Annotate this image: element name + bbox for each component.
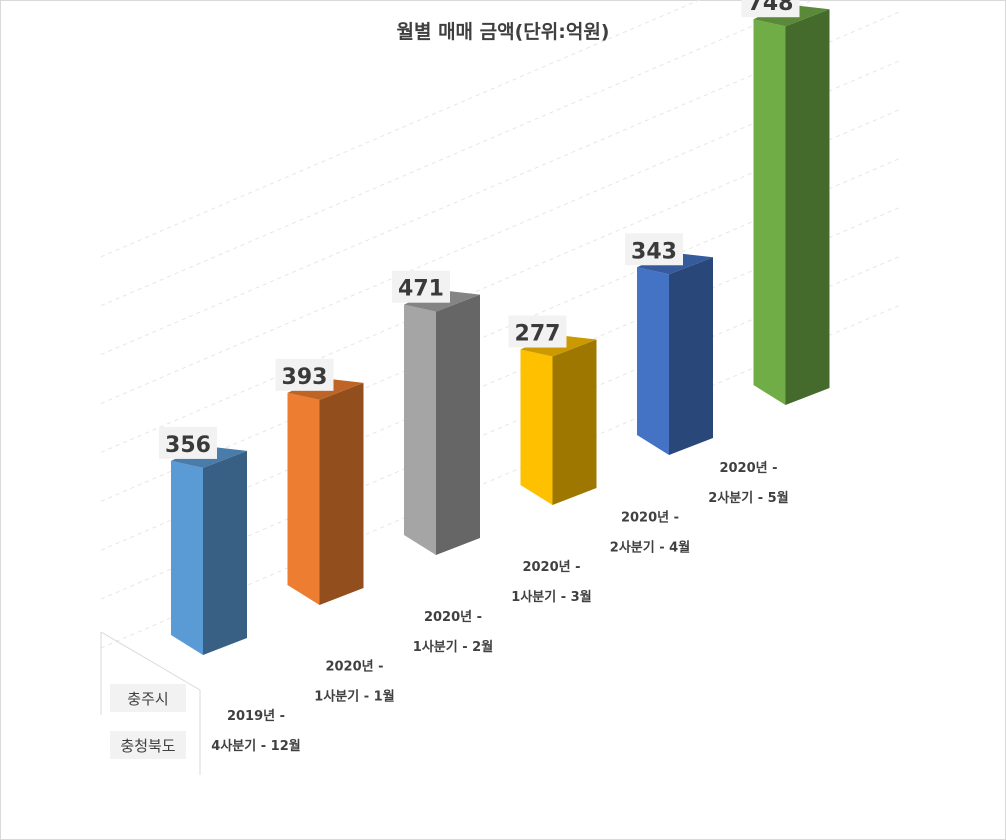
series-label-bg [110, 684, 186, 712]
gridline [100, 60, 901, 404]
category-label: 1사분기 - 2월 [413, 639, 493, 655]
series-label: 충주시 [127, 690, 168, 708]
category-label: 2020년 - [719, 461, 777, 476]
bar-front-face [520, 349, 553, 505]
gridline [100, 109, 901, 453]
gridline [100, 11, 901, 356]
value-label: 277 [515, 322, 561, 347]
bar-front-face [287, 392, 320, 605]
category-label: 2019년 - [227, 709, 285, 724]
series-label-bg [110, 731, 186, 759]
bar-5 [753, 4, 830, 406]
value-label-bg [508, 315, 567, 348]
bar-front-face [753, 19, 786, 406]
bar-2 [404, 289, 480, 555]
floor-edge [100, 631, 201, 691]
bar-1 [287, 377, 364, 605]
bar-3 [520, 334, 597, 505]
bar-side-face [203, 450, 247, 655]
category-label: 2사분기 - 4월 [610, 540, 690, 556]
value-label-bg [159, 426, 217, 459]
value-label: 393 [282, 365, 328, 390]
bar-front-face [171, 460, 203, 655]
bar-front-face [637, 267, 669, 455]
value-labels: 356 393 471 277 343 748 [159, 0, 800, 459]
bar-4 [637, 252, 713, 455]
category-label: 2사분기 - 5월 [708, 490, 788, 506]
series-label: 충청북도 [120, 737, 175, 755]
value-label: 343 [631, 239, 677, 264]
category-label: 4사분기 - 12월 [211, 738, 300, 754]
bar-side-face [669, 257, 713, 455]
bar-0 [171, 445, 247, 655]
bars [171, 4, 830, 655]
category-label: 1사분기 - 3월 [511, 589, 591, 605]
bar-side-face [552, 339, 597, 505]
category-label: 1사분기 - 1월 [314, 688, 394, 704]
value-label-bg [741, 0, 800, 18]
gridline [100, 157, 901, 502]
gridline [100, 0, 701, 258]
value-label-bg [275, 358, 334, 391]
value-label: 471 [398, 277, 444, 302]
category-labels: 2019년 - 4사분기 - 12월 2020년 - 1사분기 - 1월 2020년 -… [211, 461, 788, 754]
chart-title: 월별 매매 금액(단위:억원) [396, 21, 610, 43]
category-label: 2020년 - [424, 610, 482, 625]
value-label: 356 [165, 433, 211, 458]
value-label-bg [392, 270, 450, 303]
category-label: 2020년 - [325, 659, 383, 674]
value-label: 748 [748, 0, 794, 16]
bar-side-face [319, 382, 364, 605]
value-label-bg [625, 233, 683, 266]
gridline [100, 0, 815, 307]
bar-side-face [436, 294, 480, 555]
category-label: 2020년 - [621, 511, 679, 526]
bar-side-face [785, 9, 830, 406]
category-label: 2020년 - [522, 560, 580, 575]
bar-front-face [404, 304, 436, 555]
